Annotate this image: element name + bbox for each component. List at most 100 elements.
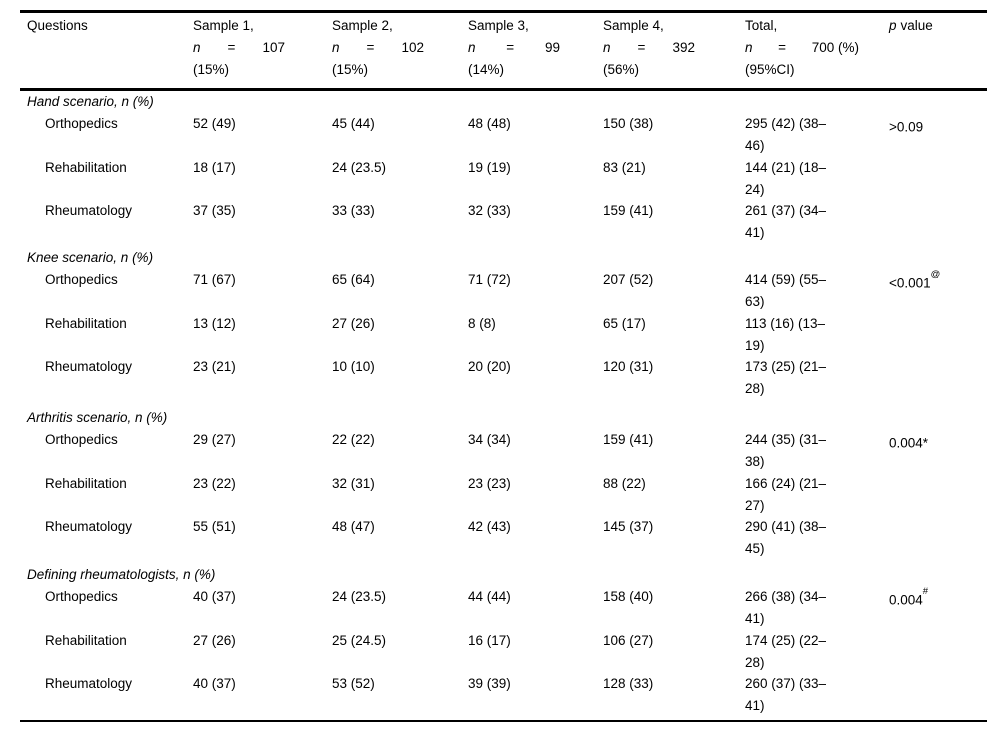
table-top-rule bbox=[20, 10, 987, 13]
sample-2-value: 24 (23.5) bbox=[332, 589, 387, 604]
total-value: 174 (25) (22–​28) bbox=[745, 633, 827, 670]
sample-percentage: (15%) bbox=[193, 62, 230, 77]
sample-title: Sample 2, bbox=[332, 18, 393, 33]
sample-n-line: n = 102 bbox=[332, 37, 424, 59]
p-label-rest: value bbox=[900, 18, 933, 33]
sample-4-value: 158 (40) bbox=[603, 589, 654, 604]
p-value-text: <0.001 bbox=[889, 275, 931, 291]
column-header-p-value: p value bbox=[889, 15, 933, 37]
row-label: Rheumatology bbox=[45, 519, 133, 534]
sample-3-value: 16 (17) bbox=[468, 633, 511, 648]
row-label: Orthopedics bbox=[45, 589, 118, 604]
sample-3-value: 71 (72) bbox=[468, 272, 511, 287]
sample-percentage: (56%) bbox=[603, 62, 640, 77]
row-label: Rehabilitation bbox=[45, 316, 127, 331]
sample-3-value: 23 (23) bbox=[468, 476, 511, 491]
total-value: 414 (59) (55–​63) bbox=[745, 272, 827, 309]
row-label: Orthopedics bbox=[45, 432, 118, 447]
sample-2-value: 24 (23.5) bbox=[332, 160, 387, 175]
sample-3-value: 19 (19) bbox=[468, 160, 511, 175]
sample-3-value: 20 (20) bbox=[468, 359, 511, 374]
sample-4-value: 159 (41) bbox=[603, 432, 654, 447]
row-label: Rehabilitation bbox=[45, 633, 127, 648]
equals-sign: = bbox=[637, 40, 646, 55]
sample-1-value: 40 (37) bbox=[193, 676, 236, 691]
column-header-sample-2: Sample 2, n = 102 (15%) bbox=[332, 15, 424, 81]
total-value: 261 (37) (34–​41) bbox=[745, 203, 827, 240]
sample-2-value: 10 (10) bbox=[332, 359, 375, 374]
total-value: 113 (16) (13–​19) bbox=[745, 316, 826, 353]
sample-title: Total, bbox=[745, 18, 778, 33]
sample-4-value: 128 (33) bbox=[603, 676, 654, 691]
sample-n-line: n = 99 bbox=[468, 37, 560, 59]
sample-3-value: 44 (44) bbox=[468, 589, 511, 604]
sample-1-value: 55 (51) bbox=[193, 519, 236, 534]
sample-1-value: 23 (21) bbox=[193, 359, 236, 374]
p-value: >0.09 bbox=[889, 113, 923, 139]
section-title: Arthritis scenario, n (%) bbox=[27, 410, 168, 425]
n-count: 392 bbox=[672, 40, 695, 55]
sample-4-value: 159 (41) bbox=[603, 203, 654, 218]
sample-1-value: 52 (49) bbox=[193, 116, 236, 131]
section-title: Knee scenario, n (%) bbox=[27, 250, 154, 265]
n-symbol: n bbox=[468, 40, 476, 55]
sample-n-line: n = 700 (%) bbox=[745, 37, 859, 59]
sample-2-value: 48 (47) bbox=[332, 519, 375, 534]
sample-2-value: 22 (22) bbox=[332, 432, 375, 447]
sample-4-value: 150 (38) bbox=[603, 116, 654, 131]
section-title: Hand scenario, n (%) bbox=[27, 94, 154, 109]
row-label: Orthopedics bbox=[45, 116, 118, 131]
p-value-superscript: @ bbox=[930, 269, 941, 280]
equals-sign: = bbox=[778, 40, 787, 55]
total-value: 144 (21) (18–​24) bbox=[745, 160, 827, 197]
sample-title: Sample 3, bbox=[468, 18, 529, 33]
sample-2-value: 32 (31) bbox=[332, 476, 375, 491]
sample-2-value: 25 (24.5) bbox=[332, 633, 387, 648]
total-value: 173 (25) (21–​28) bbox=[745, 359, 827, 396]
sample-4-value: 65 (17) bbox=[603, 316, 646, 331]
total-value: 295 (42) (38–​46) bbox=[745, 116, 827, 153]
sample-3-value: 42 (43) bbox=[468, 519, 511, 534]
sample-4-value: 83 (21) bbox=[603, 160, 646, 175]
equals-sign: = bbox=[366, 40, 375, 55]
sample-1-value: 27 (26) bbox=[193, 633, 236, 648]
column-header-questions: Questions bbox=[27, 18, 88, 33]
sample-n-line: n = 392 bbox=[603, 37, 695, 59]
sample-1-value: 13 (12) bbox=[193, 316, 236, 331]
sample-1-value: 23 (22) bbox=[193, 476, 236, 491]
p-value: 0.004* bbox=[889, 429, 928, 455]
row-label: Rehabilitation bbox=[45, 476, 127, 491]
p-value-superscript: # bbox=[922, 586, 929, 597]
n-count: 700 (%) bbox=[811, 40, 859, 55]
row-label: Rheumatology bbox=[45, 676, 133, 691]
row-label: Rehabilitation bbox=[45, 160, 127, 175]
n-symbol: n bbox=[193, 40, 201, 55]
sample-3-value: 32 (33) bbox=[468, 203, 511, 218]
sample-1-value: 18 (17) bbox=[193, 160, 236, 175]
column-header-total: Total, n = 700 (%) (95%CI) bbox=[745, 15, 859, 81]
total-value: 244 (35) (31–​38) bbox=[745, 432, 827, 469]
p-value-text: >0.09 bbox=[889, 119, 924, 135]
sample-percentage: (14%) bbox=[468, 62, 505, 77]
p-value: 0.004# bbox=[889, 586, 928, 612]
column-header-sample-3: Sample 3, n = 99 (14%) bbox=[468, 15, 560, 81]
sample-3-value: 8 (8) bbox=[468, 316, 496, 331]
column-header-sample-1: Sample 1, n = 107 (15%) bbox=[193, 15, 285, 81]
p-label-italic: p bbox=[889, 18, 897, 33]
total-value: 260 (37) (33–​41) bbox=[745, 676, 827, 713]
sample-1-value: 29 (27) bbox=[193, 432, 236, 447]
total-value: 266 (38) (34–​41) bbox=[745, 589, 827, 626]
row-label: Rheumatology bbox=[45, 203, 133, 218]
sample-4-value: 106 (27) bbox=[603, 633, 654, 648]
equals-sign: = bbox=[506, 40, 515, 55]
sample-3-value: 39 (39) bbox=[468, 676, 511, 691]
equals-sign: = bbox=[227, 40, 236, 55]
n-symbol: n bbox=[603, 40, 611, 55]
row-label: Orthopedics bbox=[45, 272, 118, 287]
sample-2-value: 33 (33) bbox=[332, 203, 375, 218]
sample-4-value: 120 (31) bbox=[603, 359, 654, 374]
sample-2-value: 65 (64) bbox=[332, 272, 375, 287]
sample-3-value: 48 (48) bbox=[468, 116, 511, 131]
sample-n-line: n = 107 bbox=[193, 37, 285, 59]
